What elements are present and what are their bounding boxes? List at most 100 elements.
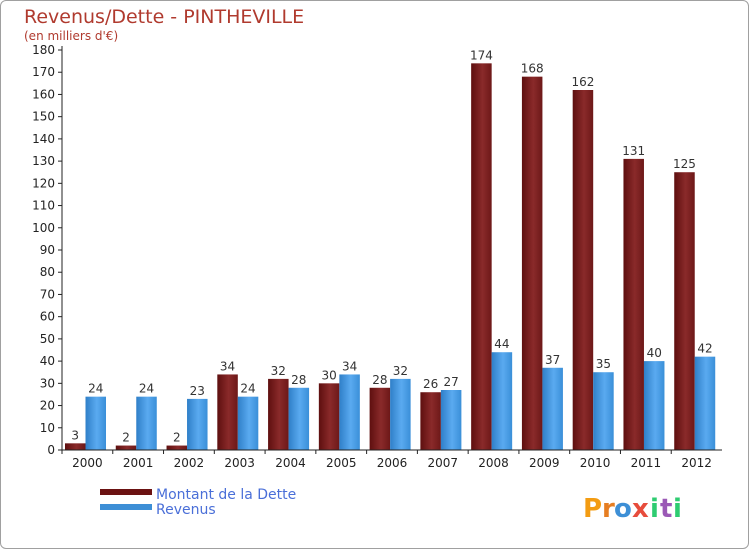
bar-debt bbox=[115, 445, 137, 450]
bar-debt bbox=[623, 158, 644, 450]
data-label: 23 bbox=[190, 384, 205, 398]
y-tick-label: 40 bbox=[40, 354, 55, 368]
y-tick-label: 180 bbox=[32, 43, 55, 57]
svg-text:i: i bbox=[673, 494, 682, 524]
bar-revenus bbox=[593, 372, 614, 450]
legend: Montant de la Dette Revenus bbox=[100, 487, 296, 518]
data-label: 27 bbox=[443, 375, 458, 389]
bar-debt bbox=[166, 445, 188, 450]
data-label: 32 bbox=[271, 364, 286, 378]
y-tick-label: 0 bbox=[47, 443, 55, 457]
x-tick-label: 2000 bbox=[72, 456, 103, 470]
y-tick-label: 10 bbox=[40, 421, 55, 435]
bar-revenus bbox=[288, 387, 310, 450]
legend-label-debt: Montant de la Dette bbox=[156, 487, 296, 503]
y-tick-label: 120 bbox=[32, 176, 55, 190]
data-label: 44 bbox=[494, 337, 509, 351]
data-label: 26 bbox=[423, 377, 438, 391]
svg-text:i: i bbox=[650, 494, 659, 524]
bar-revenus bbox=[136, 396, 157, 450]
svg-text:r: r bbox=[602, 494, 615, 524]
bar-debt bbox=[318, 383, 340, 450]
y-tick-label: 160 bbox=[32, 87, 55, 101]
bar-revenus bbox=[187, 398, 208, 450]
bar-revenus bbox=[491, 352, 513, 450]
bars bbox=[65, 63, 716, 451]
data-label: 28 bbox=[372, 373, 387, 387]
x-tick-label: 2001 bbox=[123, 456, 154, 470]
bar-revenus bbox=[440, 390, 462, 450]
bar-revenus bbox=[542, 367, 563, 450]
data-label: 28 bbox=[291, 373, 306, 387]
data-label: 32 bbox=[393, 364, 408, 378]
data-label: 35 bbox=[596, 357, 611, 371]
data-label: 24 bbox=[88, 382, 103, 396]
y-tick-label: 50 bbox=[40, 332, 55, 346]
y-axis: 0 10 20 30 40 50 60 70 80 90 100 110 120 130 140 150 160… bbox=[32, 43, 63, 457]
data-label: 42 bbox=[697, 342, 712, 356]
bar-debt bbox=[217, 374, 238, 450]
x-tick-label: 2002 bbox=[174, 456, 205, 470]
data-label: 174 bbox=[470, 48, 493, 62]
legend-swatch-debt bbox=[100, 489, 152, 495]
y-tick-label: 100 bbox=[32, 221, 55, 235]
y-tick-label: 150 bbox=[32, 110, 55, 124]
x-tick-label: 2003 bbox=[224, 456, 255, 470]
bar-debt bbox=[65, 443, 86, 450]
svg-text:t: t bbox=[660, 494, 672, 524]
bar-debt bbox=[369, 387, 391, 450]
y-tick-label: 130 bbox=[32, 154, 55, 168]
y-tick-label: 20 bbox=[40, 399, 55, 413]
data-label: 168 bbox=[521, 62, 544, 76]
svg-text:P: P bbox=[583, 494, 602, 524]
x-tick-label: 2004 bbox=[275, 456, 306, 470]
bar-debt bbox=[572, 90, 594, 450]
chart-title: Revenus/Dette - PINTHEVILLE bbox=[24, 6, 304, 28]
bar-debt bbox=[420, 392, 441, 450]
data-label: 24 bbox=[240, 382, 255, 396]
bar-revenus bbox=[237, 396, 259, 450]
x-tick-label: 2007 bbox=[427, 456, 458, 470]
bar-revenus bbox=[643, 361, 665, 450]
x-tick-label: 2012 bbox=[681, 456, 712, 470]
bar-debt bbox=[674, 172, 695, 450]
y-tick-label: 140 bbox=[32, 132, 55, 146]
y-tick-label: 110 bbox=[32, 199, 55, 213]
bar-revenus bbox=[694, 356, 716, 450]
x-tick-label: 2011 bbox=[631, 456, 662, 470]
x-axis: 2000 2001 2002 2003 2004 2005 2006 2007 2008 2009… bbox=[61, 449, 722, 470]
x-tick-label: 2006 bbox=[377, 456, 408, 470]
x-tick-label: 2010 bbox=[580, 456, 611, 470]
svg-text:x: x bbox=[632, 494, 649, 524]
data-label: 34 bbox=[220, 359, 235, 373]
data-label: 34 bbox=[342, 359, 357, 373]
legend-label-revenus: Revenus bbox=[156, 502, 216, 518]
chart-subtitle: (en milliers d'€) bbox=[24, 29, 118, 43]
y-tick-label: 170 bbox=[32, 65, 55, 79]
bar-revenus bbox=[339, 374, 360, 450]
data-label: 30 bbox=[321, 368, 336, 382]
data-label: 2 bbox=[122, 431, 130, 445]
data-label: 37 bbox=[545, 353, 560, 367]
y-tick-label: 80 bbox=[40, 265, 55, 279]
x-tick-label: 2005 bbox=[326, 456, 357, 470]
y-tick-label: 30 bbox=[40, 376, 55, 390]
data-label: 2 bbox=[173, 431, 181, 445]
data-label: 162 bbox=[571, 75, 594, 89]
data-label: 40 bbox=[647, 346, 662, 360]
proxiti-logo: P r o x i t i bbox=[583, 494, 682, 524]
data-label: 3 bbox=[71, 428, 79, 442]
y-tick-label: 60 bbox=[40, 310, 55, 324]
x-tick-label: 2008 bbox=[478, 456, 509, 470]
bar-revenus bbox=[85, 396, 106, 450]
bar-debt bbox=[471, 63, 492, 450]
bar-debt bbox=[268, 378, 289, 450]
x-tick-label: 2009 bbox=[529, 456, 560, 470]
svg-text:o: o bbox=[614, 494, 632, 524]
y-tick-label: 90 bbox=[40, 243, 55, 257]
y-tick-label: 70 bbox=[40, 287, 55, 301]
legend-swatch-revenus bbox=[100, 504, 152, 510]
data-label: 24 bbox=[139, 382, 154, 396]
